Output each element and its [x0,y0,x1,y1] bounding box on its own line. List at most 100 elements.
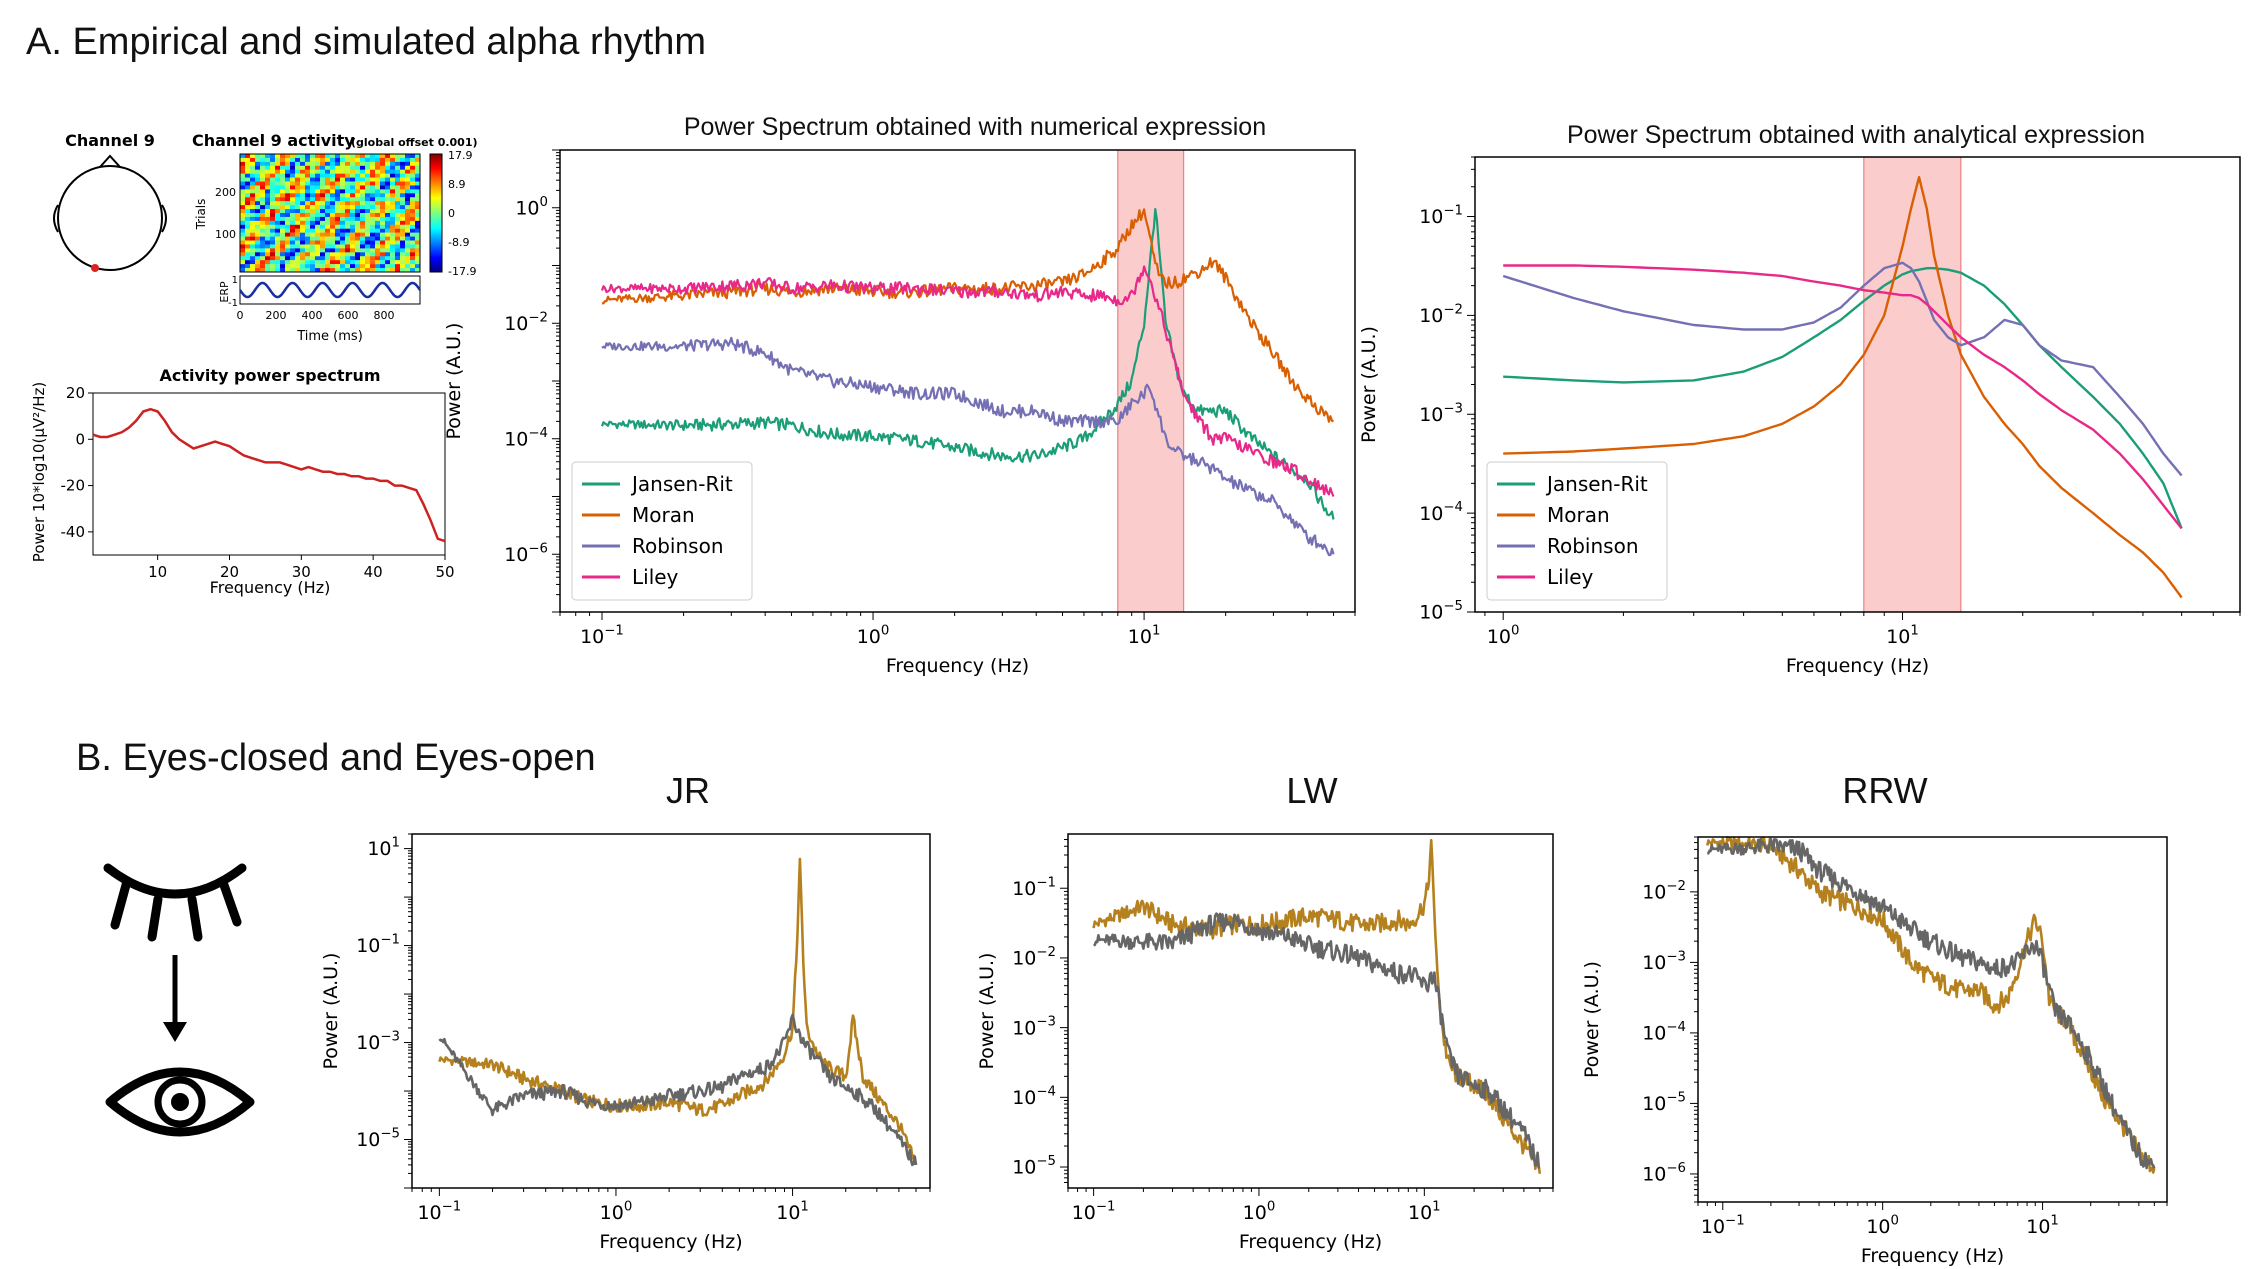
legend-label: Moran [1547,503,1610,527]
jansen-rit-line [600,208,1335,520]
channel-label: Channel 9 [65,131,155,150]
y-axis-label: Power (A.U.) [1358,326,1380,443]
robinson-line [601,336,1335,557]
tick-label: 10−2 [1419,302,1463,327]
rrw-chart: 10−1 100 101 10−6 10−5 10−4 10−3 10−2 Frequency … [1581,836,2168,1267]
tick-label: 10−2 [1642,879,1686,904]
liley-line [600,265,1335,497]
x-tick-label: 20 [220,563,239,581]
x-axis-label: Frequency (Hz) [1786,655,1929,677]
x-tick-label: 30 [292,563,311,581]
trials-label: Trials [194,199,208,231]
erp-label: ERP [218,281,231,303]
y-tick-label: -20 [61,477,86,495]
moran-line [1503,176,2183,599]
tick-label: 101 [367,836,400,861]
numerical-chart: 10−1 100 101 10−6 10−4 10−2 100 Frequency (Hz) P… [443,149,1356,677]
y-tick-label: 0 [75,430,85,448]
section-a-title: A. Empirical and simulated alpha rhythm [26,21,706,63]
legend-label: Robinson [632,534,724,558]
colorbar-tick: 8.9 [448,178,466,191]
tick-label: 10−4 [1642,1020,1686,1045]
tick-label: 101 [1408,1199,1441,1224]
tick-label: 10−1 [1701,1213,1745,1238]
plot-frame [411,833,931,1189]
closed-eye-icon [103,863,247,942]
jr-chart: 10−1 100 101 10−5 10−3 10−1 101 Frequency (Hz) P… [320,833,931,1253]
tick-label: 100 [1866,1213,1899,1238]
alpha-band [1863,156,1962,613]
colorbar-tick: 17.9 [448,149,473,162]
tick-label: 10−4 [1419,500,1463,525]
eyes-closed-line [438,857,918,1166]
head-icon [53,154,167,272]
moran-line [601,208,1334,423]
down-arrow-icon [163,955,187,1042]
tick-label: 10−5 [1419,599,1463,624]
tick-label: 10−3 [1419,401,1463,426]
tick-label: 10−1 [417,1199,461,1224]
time-tick: 600 [338,309,359,322]
tick-label: 10−3 [1642,949,1686,974]
rrw-chart-title: RRW [1842,770,1927,811]
erp-image-heatmap [240,154,421,273]
x-axis-label: Frequency (Hz) [886,655,1029,677]
robinson-line [1502,261,2183,477]
tick-label: 10−2 [504,310,548,335]
tick-label: 10−1 [1072,1199,1116,1224]
legend-box [1486,461,1668,601]
tick-label: 100 [1243,1199,1276,1224]
lw-chart: 10−1 100 101 10−5 10−4 10−3 10−2 10−1 Frequency … [976,833,1554,1253]
tick-label: 10−6 [504,541,548,566]
legend-label: Jansen-Rit [630,472,733,496]
plot-frame [1067,833,1554,1189]
legend-label: Liley [1547,565,1594,589]
tick-label: 100 [1487,623,1520,648]
trial-tick-100: 100 [215,228,236,241]
alpha-band [1117,149,1185,613]
y-tick-label: 20 [66,384,85,402]
eeglab-panel: Channel 9 Channel 9 activity (global off… [30,131,478,597]
lw-chart-title: LW [1286,770,1337,811]
tick-label: 100 [857,623,890,648]
x-axis-label: Frequency (Hz) [1239,1231,1382,1253]
legend-label: Moran [632,503,695,527]
x-tick-label: 10 [148,563,167,581]
tick-label: 100 [515,195,548,220]
x-tick-label: 50 [435,563,454,581]
erp-image-note: (global offset 0.001) [351,136,478,149]
spectrum-xlabel: Frequency (Hz) [210,578,331,597]
tick-label: 10−4 [1012,1084,1056,1109]
y-axis-label: Power (A.U.) [1581,961,1603,1078]
legend-label: Liley [632,565,679,589]
tick-label: 10−6 [1642,1161,1686,1186]
x-axis-label: Frequency (Hz) [599,1231,742,1253]
y-axis-label: Power (A.U.) [443,323,465,440]
tick-label: 10−5 [1642,1091,1686,1116]
time-tick: 200 [266,309,287,322]
jansen-rit-line [1503,267,2183,529]
time-tick: 400 [302,309,323,322]
eyes-closed-line [1706,836,2156,1174]
eyes-open-line [438,1013,918,1167]
tick-label: 10−5 [1012,1154,1056,1179]
tick-label: 101 [1886,623,1919,648]
open-eye-icon [105,1067,255,1137]
y-axis-label: Power (A.U.) [320,953,342,1070]
numerical-chart-title: Power Spectrum obtained with numerical e… [684,113,1266,141]
tick-label: 10−3 [356,1030,400,1055]
analytical-chart-title: Power Spectrum obtained with analytical … [1567,121,2145,149]
plot-frame [1697,836,2168,1203]
time-tick: 0 [237,309,244,322]
tick-label: 10−1 [1419,204,1463,229]
y-axis-label: Power (A.U.) [976,953,998,1070]
tick-label: 10−1 [1012,875,1056,900]
legend-label: Jansen-Rit [1545,472,1648,496]
colorbar [429,153,443,273]
spectrum-title: Activity power spectrum [159,366,380,385]
eeg-spectrum-line [92,407,446,543]
erp-image-title: Channel 9 activity [192,131,355,150]
tick-label: 10−3 [1012,1015,1056,1040]
tick-label: 10−5 [356,1127,400,1152]
